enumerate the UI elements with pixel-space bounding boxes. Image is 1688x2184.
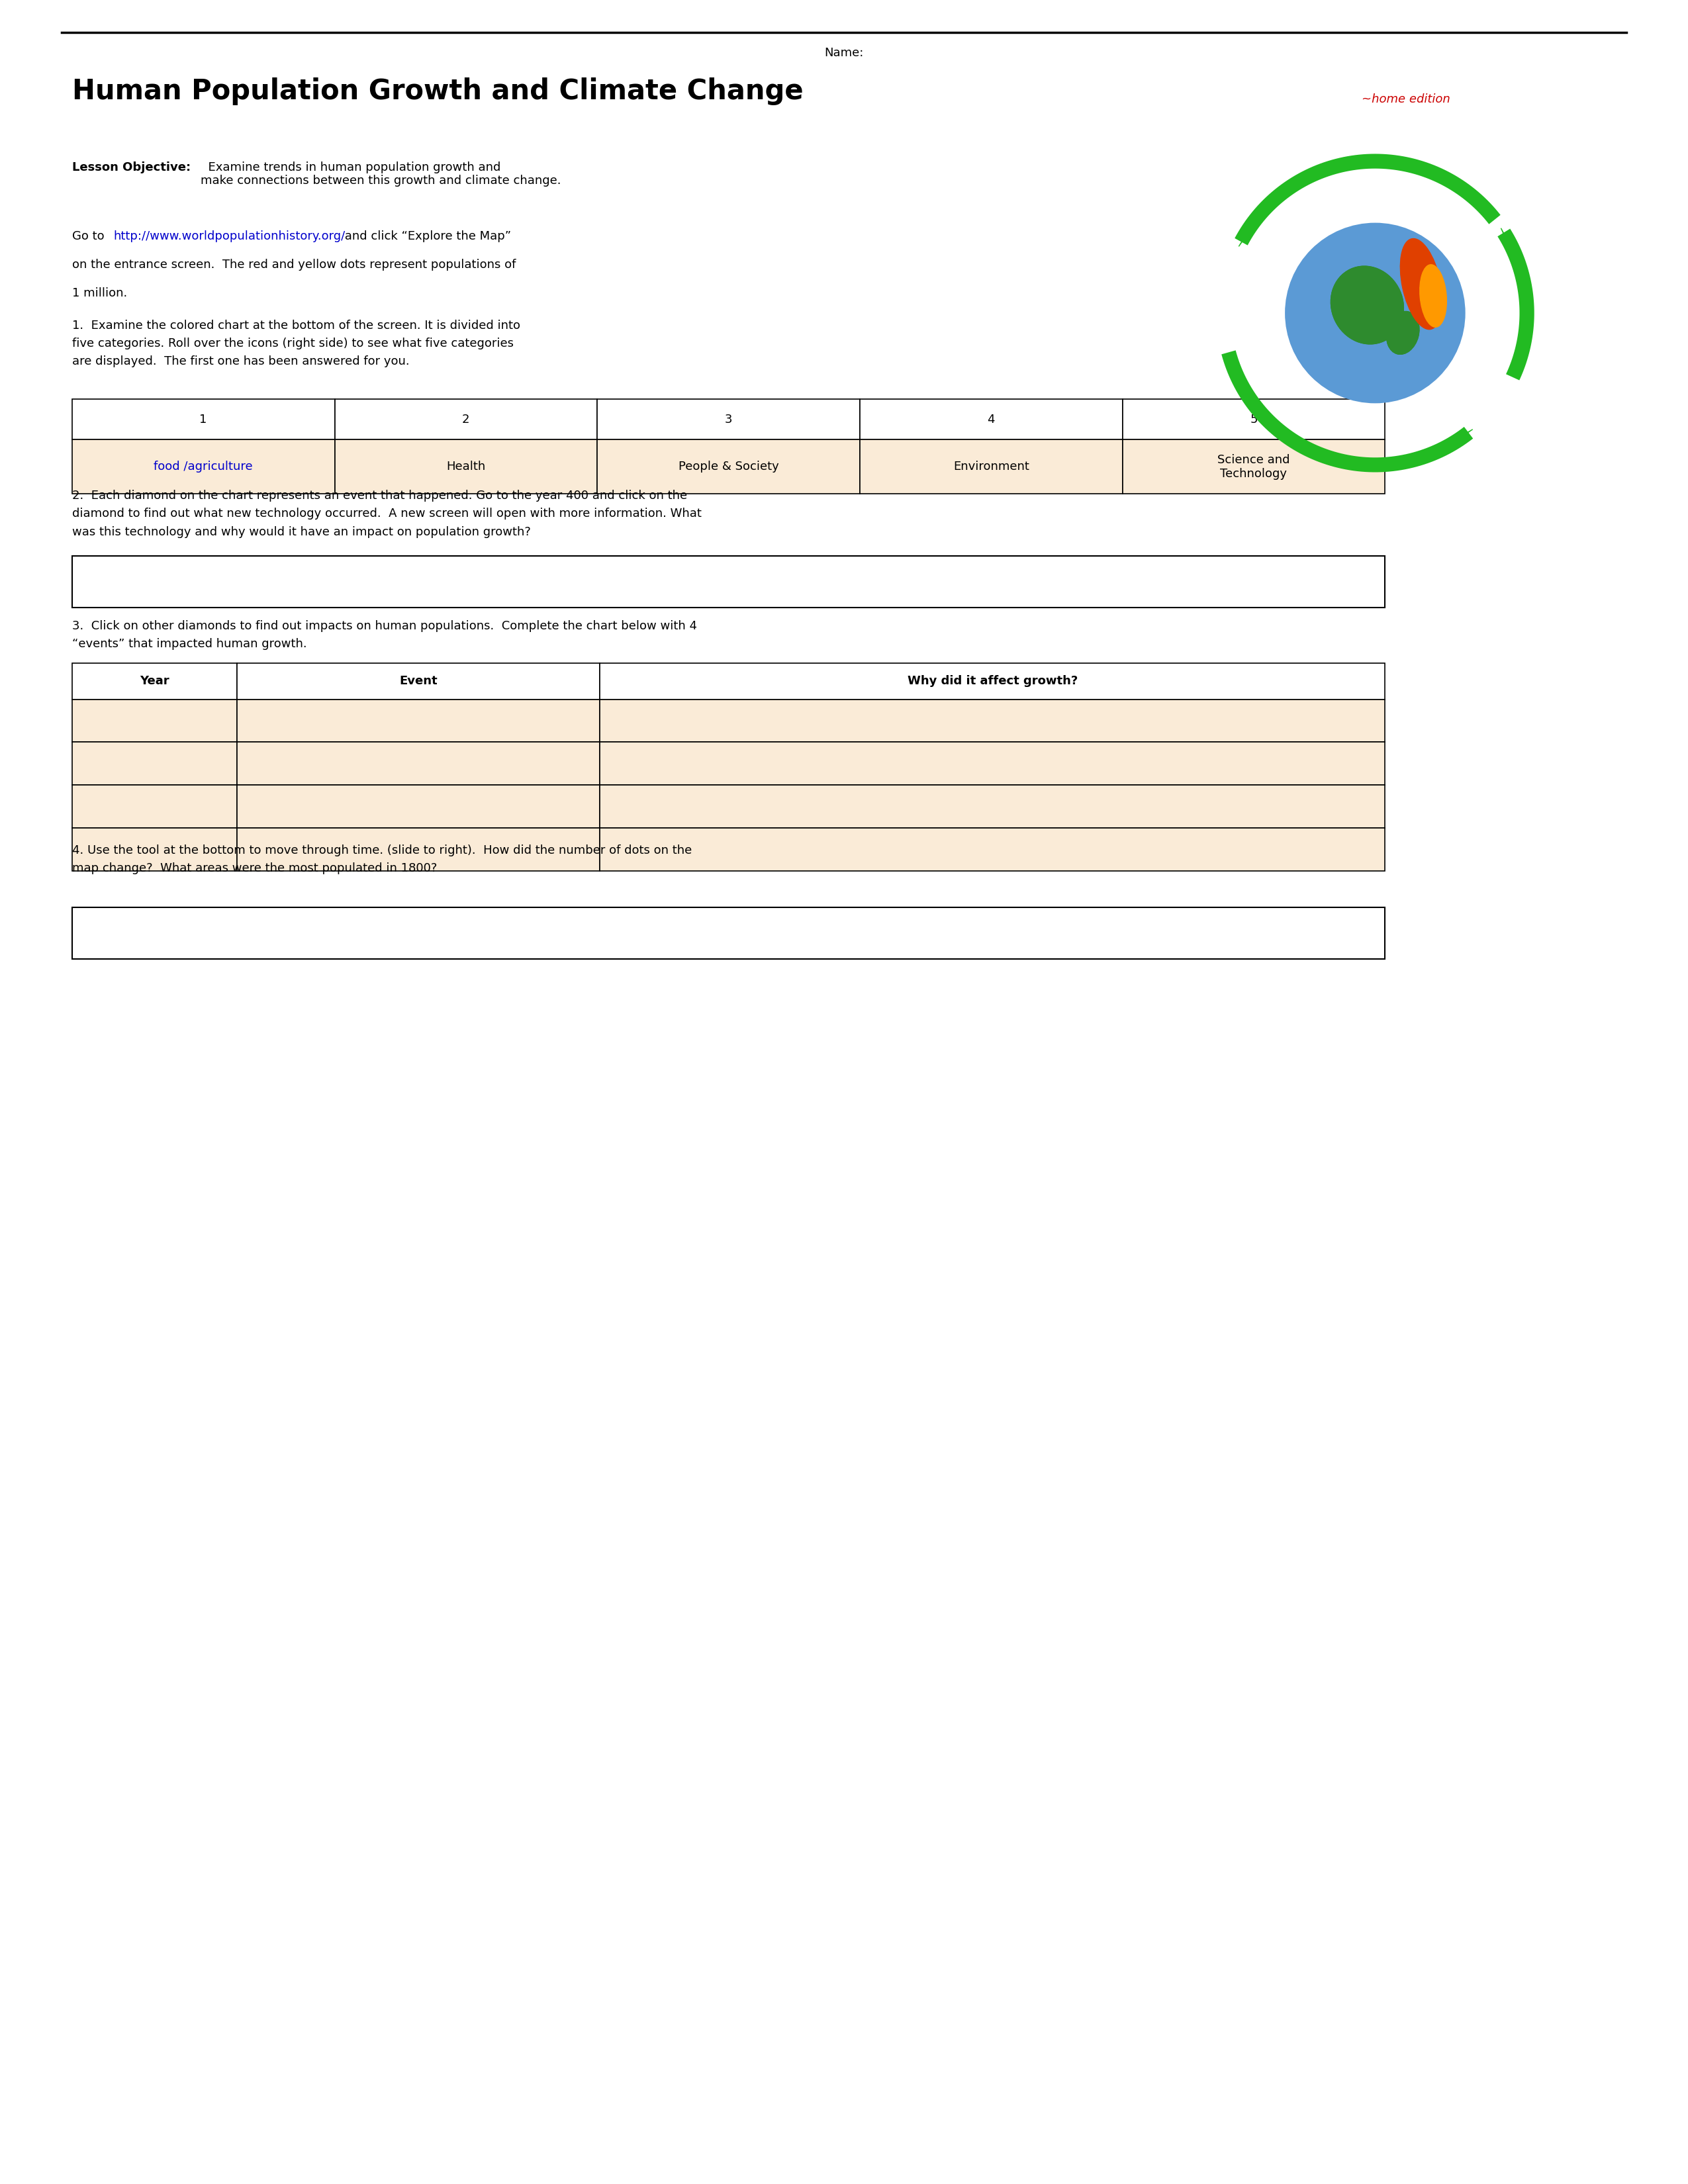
Text: http://www.worldpopulationhistory.org/: http://www.worldpopulationhistory.org/ [113, 232, 346, 242]
Polygon shape [1501, 227, 1523, 269]
Text: 4: 4 [987, 413, 994, 426]
Bar [599, 664, 1386, 699]
Bar [599, 699, 1386, 743]
Text: Year: Year [140, 675, 169, 688]
Text: Health: Health [446, 461, 486, 472]
Bar [236, 699, 599, 743]
Bar [859, 400, 1123, 439]
Bar [73, 664, 236, 699]
Circle shape [1296, 234, 1455, 393]
Text: 2.  Each diamond on the chart represents an event that happened. Go to the year : 2. Each diamond on the chart represents … [73, 489, 702, 537]
Text: 2: 2 [463, 413, 469, 426]
Bar [73, 699, 236, 743]
Bar [598, 439, 859, 494]
Bar [73, 906, 1386, 959]
Text: Human Population Growth and Climate Change: Human Population Growth and Climate Chan… [73, 76, 803, 105]
Text: ~home edition: ~home edition [1362, 94, 1450, 105]
Text: Why did it affect growth?: Why did it affect growth? [908, 675, 1077, 688]
Polygon shape [1435, 430, 1472, 456]
Bar [73, 743, 236, 784]
Bar [236, 828, 599, 871]
Text: Science and
Technology: Science and Technology [1217, 454, 1290, 480]
Bar [859, 439, 1123, 494]
Bar [73, 784, 236, 828]
Ellipse shape [1330, 266, 1404, 345]
Text: 3.  Click on other diamonds to find out impacts on human populations.  Complete : 3. Click on other diamonds to find out i… [73, 620, 697, 651]
Ellipse shape [1386, 312, 1420, 354]
Text: Go to: Go to [73, 232, 108, 242]
Ellipse shape [1330, 266, 1404, 345]
Bar [236, 743, 599, 784]
Ellipse shape [1386, 312, 1420, 354]
Text: 1: 1 [199, 413, 208, 426]
Text: 1 million.: 1 million. [73, 288, 127, 299]
Text: 4. Use the tool at the bottom to move through time. (slide to right).  How did t: 4. Use the tool at the bottom to move th… [73, 845, 692, 874]
Ellipse shape [1401, 238, 1442, 330]
Bar [73, 439, 334, 494]
Bar [599, 743, 1386, 784]
Text: and click “Explore the Map”: and click “Explore the Map” [341, 232, 511, 242]
Bar [73, 557, 1386, 607]
Bar [236, 664, 599, 699]
Bar [1123, 400, 1386, 439]
Text: on the entrance screen.  The red and yellow dots represent populations of: on the entrance screen. The red and yell… [73, 260, 517, 271]
Bar [598, 400, 859, 439]
Ellipse shape [1420, 264, 1447, 328]
Text: 1.  Examine the colored chart at the bottom of the screen. It is divided into
fi: 1. Examine the colored chart at the bott… [73, 319, 520, 367]
Polygon shape [1239, 207, 1263, 247]
Bar [334, 400, 598, 439]
Text: 5: 5 [1249, 413, 1258, 426]
Circle shape [1296, 234, 1455, 393]
Text: Name:: Name: [824, 48, 864, 59]
Text: Lesson Objective:: Lesson Objective: [73, 162, 191, 173]
Text: 3: 3 [724, 413, 733, 426]
Text: Examine trends in human population growth and
make connections between this grow: Examine trends in human population growt… [201, 162, 560, 188]
Text: food /agriculture: food /agriculture [154, 461, 253, 472]
Bar [334, 439, 598, 494]
Text: Environment: Environment [954, 461, 1030, 472]
Text: Event: Event [400, 675, 437, 688]
Bar [599, 784, 1386, 828]
Bar [73, 828, 236, 871]
Text: People & Society: People & Society [679, 461, 778, 472]
Bar [73, 400, 334, 439]
Bar [236, 784, 599, 828]
Bar [1123, 439, 1386, 494]
Bar [599, 828, 1386, 871]
